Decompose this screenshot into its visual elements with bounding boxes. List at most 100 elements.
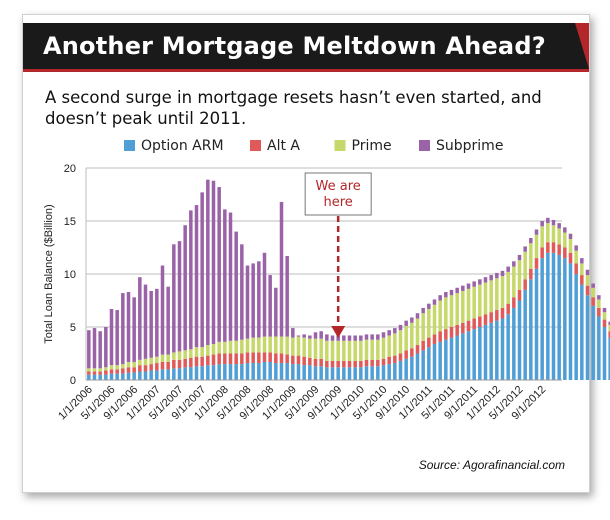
bar-segment [540, 226, 544, 248]
bar-segment [172, 368, 176, 380]
bar-segment [336, 360, 340, 368]
bar-segment [370, 334, 374, 340]
bar-segment [608, 337, 610, 380]
bar-segment [534, 234, 539, 259]
bar-segment [364, 339, 369, 360]
bar-segment [121, 293, 125, 365]
bar-segment [523, 279, 527, 290]
bar-segment [342, 360, 346, 368]
bar-segment [313, 366, 318, 380]
bar-segment [228, 212, 233, 341]
bar-segment [540, 258, 544, 380]
bar-segment [591, 297, 595, 306]
bar-segment [427, 337, 431, 348]
bar-segment [313, 338, 318, 359]
bar-segment [302, 365, 306, 380]
x-axis: 1/1/20065/1/20069/1/20061/1/20075/1/2007… [56, 379, 562, 422]
bar-segment [404, 358, 408, 380]
bar-segment [149, 290, 153, 358]
bar-segment [421, 313, 425, 341]
bar-segment [370, 359, 374, 367]
bar-segment [568, 233, 573, 240]
y-tick-label: 20 [64, 163, 76, 175]
bar-segment [404, 325, 408, 351]
bar-segment [540, 221, 544, 227]
bar-segment [115, 373, 119, 380]
bar-segment [602, 319, 607, 327]
bar-segment [551, 225, 556, 243]
bar-segment [177, 351, 182, 360]
bar-segment [568, 252, 573, 264]
bar-segment [551, 252, 556, 380]
bar-segment [268, 361, 272, 380]
bar-segment [330, 367, 335, 380]
bar-segment [563, 227, 567, 233]
bar-segment [359, 360, 363, 368]
bar-segment [495, 320, 499, 380]
bar-segment [353, 367, 357, 380]
bar-segment [353, 335, 357, 341]
bar-segment [563, 232, 567, 248]
bar-segment [121, 368, 125, 374]
bar-segment [421, 350, 425, 380]
bar-segment [177, 368, 182, 380]
bar-segment [398, 324, 403, 331]
annotation-text: We are [316, 179, 361, 194]
annotation-arrow-head [331, 326, 346, 338]
bar-segment [268, 336, 272, 353]
bar-segment [138, 371, 142, 380]
bar-segment [183, 358, 187, 368]
bar-segment [257, 352, 261, 364]
title-banner: Another Mortgage Meltdown Ahead? [23, 23, 589, 72]
bar-segment [427, 347, 431, 380]
bar-segment [308, 338, 312, 358]
y-tick-label: 15 [64, 216, 76, 228]
bar-segment [410, 356, 414, 380]
bar-segment [291, 337, 295, 356]
bar-segment [251, 263, 255, 338]
bar-segment [393, 333, 397, 356]
bar-segment [529, 243, 533, 269]
bar-segment [500, 318, 505, 380]
bar-segment [228, 364, 233, 380]
bar-segment [483, 277, 488, 283]
bar-segment [279, 353, 284, 364]
bar-segment [455, 293, 459, 325]
bar-segment [500, 270, 505, 277]
legend: Option ARM Alt A Prime Subprime [124, 138, 503, 154]
bar-segment [517, 260, 522, 290]
legend-label: Option ARM [141, 138, 224, 154]
bar-segment [138, 365, 142, 372]
legend-swatch [250, 140, 261, 151]
bar-segment [279, 336, 284, 354]
bar-segment [211, 354, 216, 366]
bar-segment [172, 352, 176, 360]
bar-segment [296, 355, 301, 365]
bar-segment [410, 348, 414, 357]
bar-segment [489, 312, 493, 323]
bar-segment [387, 335, 391, 357]
bar-segment [523, 289, 527, 380]
bar-segment [155, 363, 159, 371]
bar-segment [370, 366, 374, 380]
bar-segment [104, 374, 108, 380]
bar-segment [506, 271, 510, 304]
bar-segment [194, 356, 199, 367]
bar-segment [529, 279, 533, 380]
bar-segment [478, 327, 482, 380]
bar-segment [262, 252, 267, 337]
bar-segment [228, 340, 233, 354]
bar-segment [512, 261, 516, 267]
bar-segment [177, 359, 182, 369]
bar-segment [189, 367, 193, 380]
banner-accent [575, 23, 589, 69]
legend-swatch [419, 140, 430, 151]
bar-segment [478, 316, 482, 327]
y-tick-label: 10 [64, 269, 76, 281]
legend-label: Subprime [436, 138, 503, 154]
bar-segment [98, 374, 102, 380]
y-axis-title: Total Loan Balance ($Billion) [43, 204, 55, 343]
bar-segment [506, 266, 510, 272]
bar-segment [285, 363, 289, 380]
